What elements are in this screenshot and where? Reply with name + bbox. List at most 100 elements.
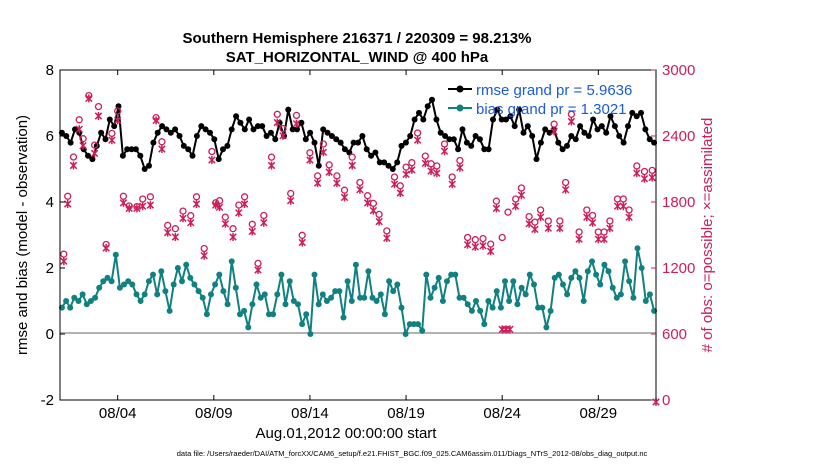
rmse-point <box>224 142 231 149</box>
bias-point <box>526 271 533 278</box>
rmse-point <box>328 133 335 139</box>
series-layer <box>58 96 658 338</box>
rmse-point <box>402 139 409 146</box>
obs-assimilated-marker <box>94 112 103 120</box>
rmse-point <box>559 146 566 153</box>
obs-possible-marker <box>298 231 306 239</box>
bias-point <box>357 294 364 301</box>
y-tick-label-left: 4 <box>46 194 54 211</box>
obs-assimilated-marker <box>248 227 256 236</box>
bias-point <box>274 291 281 298</box>
x-tick-label: 08/24 <box>483 405 521 422</box>
obs-assimilated-marker <box>619 202 628 211</box>
rmse-point <box>529 133 536 139</box>
rmse-point <box>407 133 414 139</box>
rmse-point <box>581 129 588 136</box>
rmse-point <box>638 109 644 116</box>
bias-point <box>431 284 438 291</box>
obs-possible-marker <box>319 140 328 148</box>
rmse-point <box>555 139 562 146</box>
obs-possible-marker <box>471 236 479 244</box>
bias-point <box>199 294 206 301</box>
obs-assimilated-marker <box>235 208 243 217</box>
obs-assimilated-marker <box>325 168 333 177</box>
bias-point <box>435 274 442 281</box>
bias-point <box>290 298 297 304</box>
bias-point <box>208 291 214 298</box>
rmse-point <box>433 116 440 123</box>
rmse-point <box>63 133 70 139</box>
obs-assimilated-marker <box>79 141 87 150</box>
rmse-point <box>241 126 248 133</box>
legend-bias-text: bias grand pr = 1.3021 <box>476 101 627 118</box>
obs-possible-marker <box>171 225 180 233</box>
bias-point <box>295 301 301 308</box>
obs-possible-marker <box>448 173 456 181</box>
obs-assimilated-marker <box>179 214 187 223</box>
obs-assimilated-marker <box>313 179 322 188</box>
obs-possible-marker <box>325 161 333 169</box>
obs-possible-marker <box>348 153 356 161</box>
rmse-point <box>429 96 435 103</box>
obs-possible-marker <box>164 221 172 230</box>
obs-assimilated-marker <box>286 196 295 205</box>
bias-point <box>609 284 616 291</box>
bias-point <box>381 311 388 318</box>
bias-point <box>266 311 272 318</box>
bias-point <box>564 291 571 298</box>
bias-point <box>216 271 223 278</box>
rmse-point <box>524 123 531 130</box>
rmse-point <box>520 129 527 136</box>
legend-rmse-marker <box>456 85 464 93</box>
rmse-point <box>355 139 361 146</box>
bias-point <box>605 268 612 275</box>
obs-possible-marker <box>139 195 147 203</box>
rmse-point <box>490 116 496 123</box>
rmse-point <box>119 152 126 159</box>
rmse-point <box>137 152 144 159</box>
bias-point <box>125 278 132 285</box>
rmse-point <box>568 133 575 139</box>
rmse-point <box>598 123 605 130</box>
obs-assimilated-marker <box>390 180 399 189</box>
rmse-point <box>507 113 514 120</box>
obs-assimilated-marker <box>102 244 110 252</box>
y-tick-label-left: -2 <box>41 392 54 409</box>
obs-assimilated-marker <box>208 156 216 164</box>
obs-assimilated-marker <box>221 219 230 228</box>
chart-title-line-2: SAT_HORIZONTAL_WIND @ 400 hPa <box>226 49 489 66</box>
obs-assimilated-marker <box>363 198 372 207</box>
bias-point <box>137 298 144 304</box>
obs-assimilated-marker <box>517 191 526 200</box>
bias-point <box>133 291 140 298</box>
rmse-point <box>246 116 253 123</box>
obs-possible-marker <box>306 149 314 157</box>
obs-possible-marker <box>498 233 506 242</box>
bias-point <box>473 298 479 304</box>
bias-point <box>638 265 645 271</box>
rmse-point <box>459 126 466 133</box>
rmse-point <box>294 126 300 133</box>
rmse-point <box>202 126 209 133</box>
bias-point <box>328 294 335 301</box>
bias-point <box>419 327 426 334</box>
y-tick-label-right: 2400 <box>662 128 695 145</box>
rmse-point <box>67 139 74 146</box>
obs-assimilated-marker <box>340 193 349 202</box>
obs-assimilated-marker <box>152 116 160 125</box>
obs-assimilated-marker <box>254 266 262 274</box>
obs-assimilated-marker <box>525 219 533 228</box>
obs-assimilated-marker <box>119 198 128 207</box>
obs-possible-marker <box>90 141 99 149</box>
x-tick-label: 08/04 <box>99 405 137 422</box>
obs-assimilated-marker <box>594 235 603 244</box>
obs-assimilated-marker <box>408 165 416 174</box>
obs-assimilated-marker <box>427 167 435 175</box>
obs-possible-marker <box>192 193 201 201</box>
rmse-point <box>442 133 449 139</box>
bias-point <box>646 291 653 298</box>
obs-assimilated-marker <box>625 213 633 222</box>
bias-point <box>502 278 508 285</box>
bias-point <box>547 307 554 314</box>
